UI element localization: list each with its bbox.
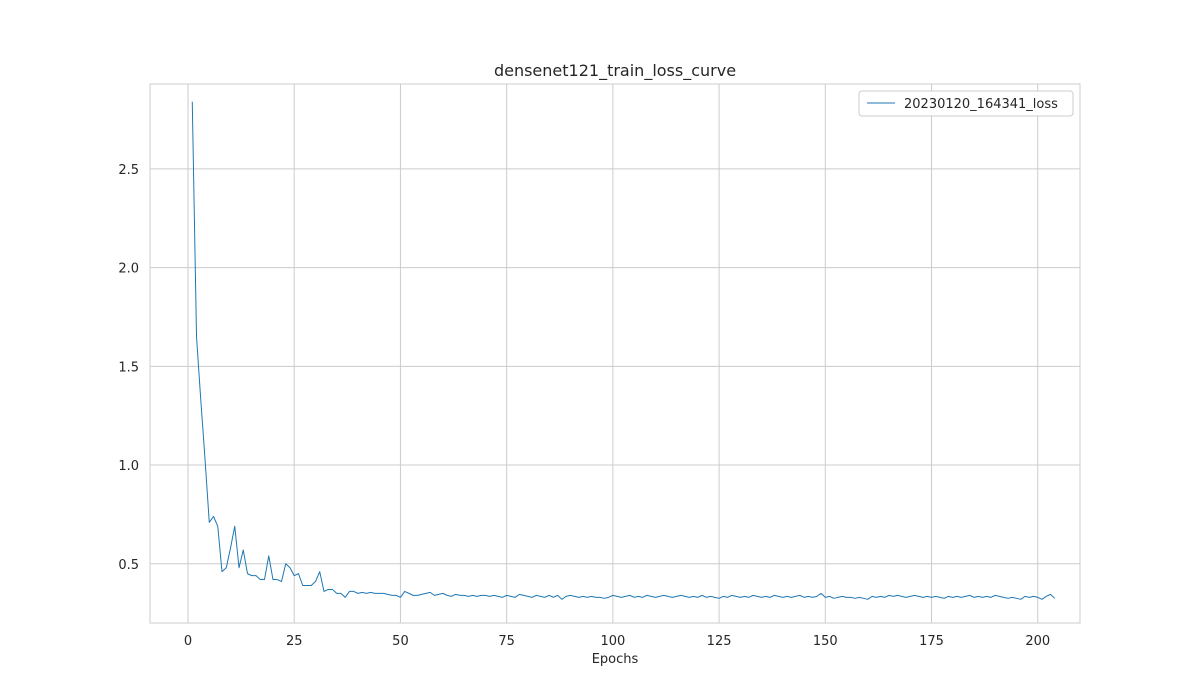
x-tick-label: 0 — [184, 634, 192, 649]
x-tick-label: 50 — [392, 634, 409, 649]
x-tick-label: 75 — [498, 634, 515, 649]
x-tick-label: 200 — [1025, 634, 1050, 649]
series-group — [191, 101, 1056, 600]
y-tick-label: 0.5 — [118, 558, 139, 573]
legend-box — [858, 90, 1074, 117]
plot-area — [149, 83, 1081, 624]
x-axis-label: Epochs — [592, 652, 639, 667]
legend-label: 20230120_164341_loss — [904, 97, 1058, 112]
y-tick-label: 2.5 — [118, 163, 139, 178]
y-tick-label: 2.0 — [118, 262, 139, 277]
tick-labels: 0 25 50 75 100 125 150 175 200 0.5 1.0 1.5 2.0 2.5 — [118, 163, 1050, 649]
loss-series-line — [191, 101, 1056, 600]
x-tick-label: 150 — [813, 634, 838, 649]
x-tick-label: 25 — [286, 634, 303, 649]
x-tick-label: 175 — [919, 634, 944, 649]
legend: 20230120_164341_loss — [858, 90, 1074, 117]
x-tick-label: 100 — [600, 634, 625, 649]
y-tick-label: 1.0 — [118, 459, 139, 474]
y-tick-label: 1.5 — [118, 360, 139, 375]
chart-title: densenet121_train_loss_curve — [494, 61, 736, 81]
x-tick-label: 125 — [707, 634, 732, 649]
grid-lines — [150, 84, 1080, 623]
